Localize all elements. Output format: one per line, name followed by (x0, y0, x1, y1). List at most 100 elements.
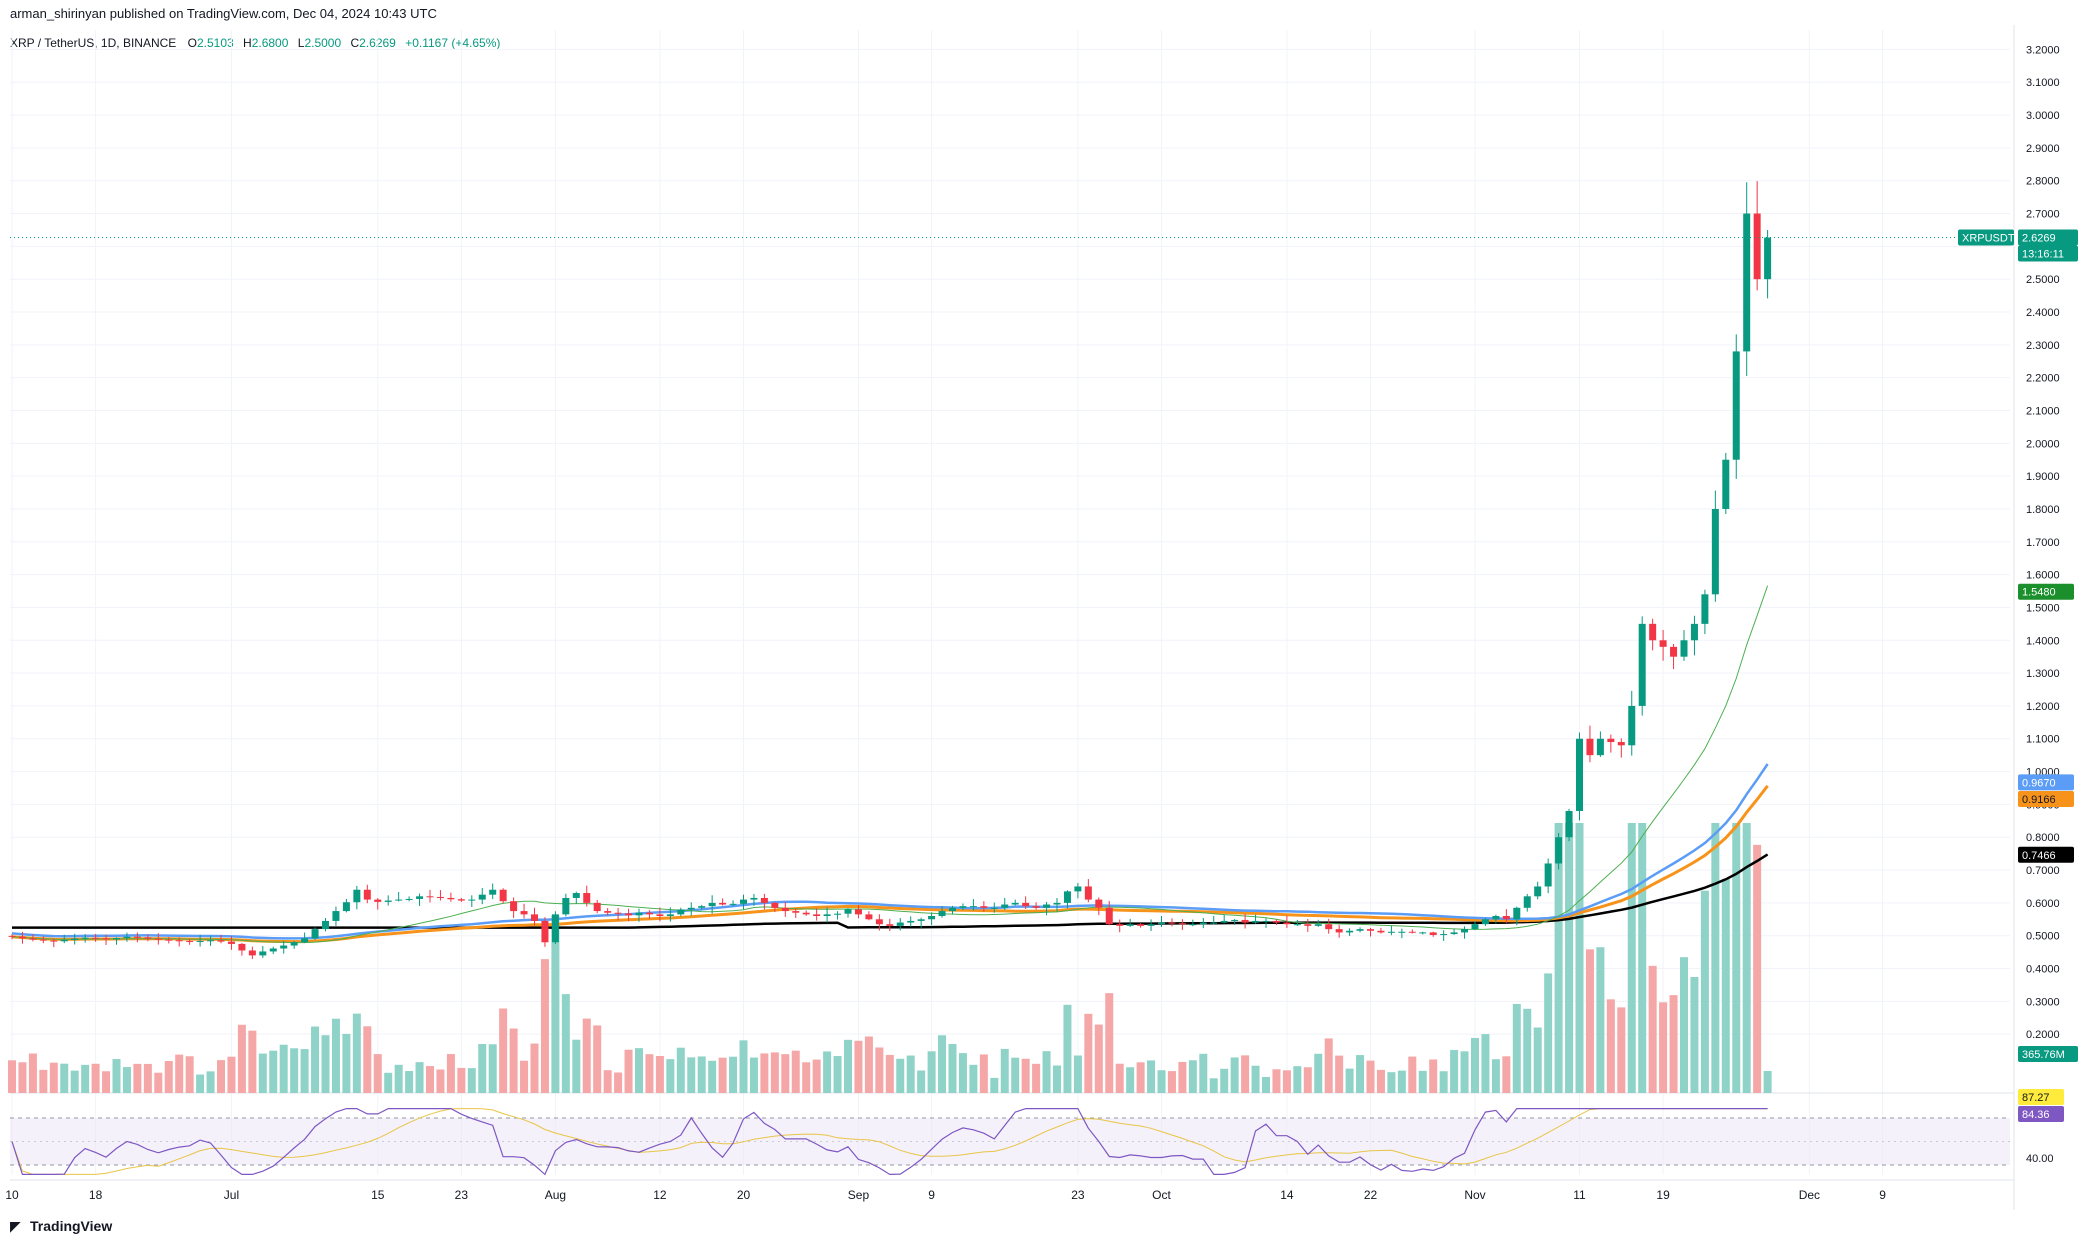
volume-bar (1251, 1065, 1260, 1093)
volume-bar (1314, 1053, 1323, 1093)
candle-body (1043, 904, 1051, 908)
candle-body (60, 939, 68, 942)
volume-bar (331, 1018, 340, 1093)
candle-body (217, 940, 225, 942)
price-tick-label: 3.2000 (2026, 44, 2060, 56)
volume-bar (1585, 949, 1594, 1093)
candle-body (71, 938, 79, 940)
volume-bar (1021, 1058, 1030, 1093)
time-tick-label: 12 (653, 1188, 667, 1202)
price-tick-label: 2.8000 (2026, 176, 2060, 188)
volume-bar (1188, 1060, 1197, 1093)
candle-body (1095, 899, 1103, 908)
candle-body (1743, 213, 1751, 352)
volume-bar (718, 1057, 727, 1093)
tradingview-logo[interactable]: ◤ TradingView (10, 1218, 112, 1235)
price-tick-label: 1.1000 (2026, 734, 2060, 746)
candle-body (301, 938, 309, 943)
candle-body (426, 896, 434, 898)
candle-body (708, 902, 716, 907)
candle-body (1502, 916, 1510, 920)
volume-bar (164, 1060, 173, 1093)
candle-body (1481, 919, 1489, 925)
volume-bar (237, 1024, 246, 1093)
volume-bar (655, 1055, 664, 1093)
volume-bar (143, 1063, 152, 1093)
candle-body (499, 889, 507, 902)
time-axis[interactable]: 10 18 Jul 15 23 Aug 12 20 Sep 9 23 Oct 14 22 Nov 11 19 De… (5, 1179, 2014, 1202)
volume-bar (1126, 1067, 1135, 1093)
candle-body (207, 940, 215, 942)
candle-body (1398, 931, 1406, 933)
volume-bar (185, 1056, 194, 1093)
volume-bar (1491, 1059, 1500, 1093)
volume-bar (1460, 1051, 1469, 1093)
candle-body (541, 920, 549, 943)
volume-bar (896, 1058, 905, 1093)
candle-body (1314, 924, 1322, 926)
candle-body (1513, 907, 1521, 920)
volume-bar (227, 1056, 236, 1093)
volume-bar (1512, 1003, 1521, 1093)
candle-body (1628, 705, 1636, 746)
candle-body (1471, 924, 1479, 930)
price-tick-label: 1.8000 (2026, 504, 2060, 516)
volume-bar (697, 1056, 706, 1093)
volume-bar (561, 994, 570, 1093)
volume-bar (593, 1025, 602, 1093)
candle-body (980, 906, 988, 908)
candle-body (18, 936, 26, 939)
volume-bar (917, 1070, 926, 1093)
tradingview-logo-text: TradingView (30, 1218, 113, 1234)
candle-body (1419, 932, 1427, 934)
candle-body (1764, 237, 1772, 280)
candle-body (1252, 920, 1260, 923)
candle-body (1701, 594, 1709, 624)
close-label: C (350, 36, 360, 50)
candle-body (1586, 738, 1594, 756)
candle-body (823, 914, 831, 917)
volume-bar (520, 1060, 529, 1093)
price-tick-label: 2.1000 (2026, 405, 2060, 417)
volume-bar (321, 1035, 330, 1093)
rsi-ma-tag-bg (2018, 1089, 2064, 1105)
volume-bar (206, 1071, 215, 1093)
candle-body (1649, 623, 1657, 641)
candle-body (1450, 932, 1458, 935)
candle-body (1387, 931, 1395, 933)
volume-bar (405, 1070, 414, 1093)
volume-bar (102, 1071, 111, 1093)
candle-body (1534, 886, 1542, 897)
candle-body (750, 897, 758, 900)
volume-bar (279, 1044, 288, 1093)
volume-bar (958, 1053, 967, 1093)
candle-body (1137, 924, 1145, 926)
price-tick-label: 1.6000 (2026, 570, 2060, 582)
volume-bar (1303, 1067, 1312, 1093)
volume-bar (196, 1074, 205, 1093)
candle-body (1158, 922, 1165, 925)
candle-body (1408, 931, 1416, 933)
price-axis[interactable]: 0.2000 0.3000 0.4000 0.5000 0.6000 0.7000 0.80… (2013, 25, 2060, 1210)
candle-body (1262, 920, 1270, 922)
price-tick-label: 1.7000 (2026, 537, 2060, 549)
candle-body (959, 906, 967, 908)
volume-tag: 365.76M (2022, 1049, 2065, 1061)
volume-bar (844, 1039, 852, 1093)
candle-body (92, 937, 100, 939)
time-tick-label: Jul (224, 1188, 239, 1202)
rsi-pane (10, 1108, 2010, 1176)
time-tick-label: 14 (1280, 1188, 1294, 1202)
price-tick-label: 0.4000 (2026, 964, 2060, 976)
candle-body (1659, 640, 1667, 647)
volume-bar (446, 1054, 455, 1093)
volume-bar (1700, 890, 1709, 1093)
candle-body (342, 902, 350, 912)
candle-body (1105, 907, 1113, 925)
volume-bar (1209, 1078, 1218, 1093)
price-tick-label: 1.4000 (2026, 635, 2060, 647)
ma-50-tag-bg (2018, 774, 2074, 791)
rsi-line (11, 1108, 1768, 1176)
time-tick-label: 9 (928, 1188, 935, 1202)
